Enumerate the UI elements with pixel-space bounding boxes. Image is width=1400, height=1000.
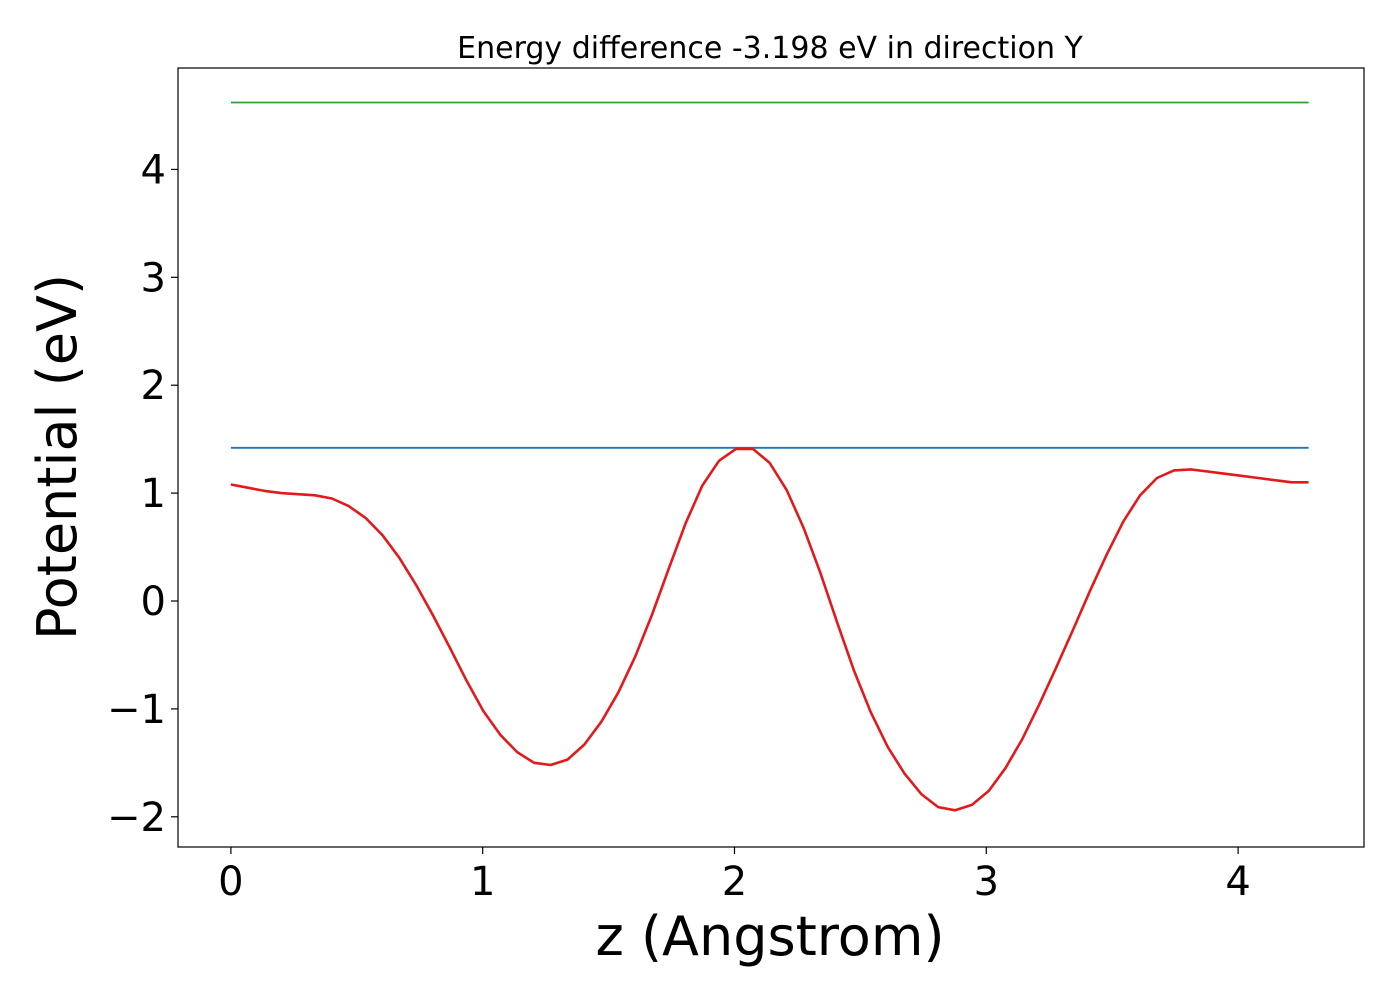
y-tick-label: −2	[107, 795, 166, 841]
y-tick-label: 2	[141, 363, 166, 409]
x-tick-label: 0	[218, 859, 243, 905]
x-tick-label: 3	[974, 859, 999, 905]
x-tick-label: 4	[1225, 859, 1250, 905]
x-tick-label: 2	[722, 859, 747, 905]
x-tick-label: 1	[470, 859, 495, 905]
series-line-3	[230, 447, 1309, 812]
x-axis-ticks: 0 1 2 3 4	[218, 847, 1251, 905]
chart-title: Energy difference -3.198 eV in direction…	[457, 31, 1083, 66]
y-tick-label: 4	[141, 147, 166, 193]
y-tick-label: 1	[141, 471, 166, 517]
x-axis-label: z (Angstrom)	[595, 905, 944, 968]
y-tick-label: 0	[141, 579, 166, 625]
plot-series	[230, 101, 1309, 812]
plot-area-frame	[177, 67, 1365, 848]
y-axis-label: Potential (eV)	[26, 274, 89, 640]
y-tick-label: 3	[141, 255, 166, 301]
y-tick-label: −1	[107, 687, 166, 733]
y-axis-ticks: −2 −1 0 1 2 3 4	[107, 147, 178, 841]
